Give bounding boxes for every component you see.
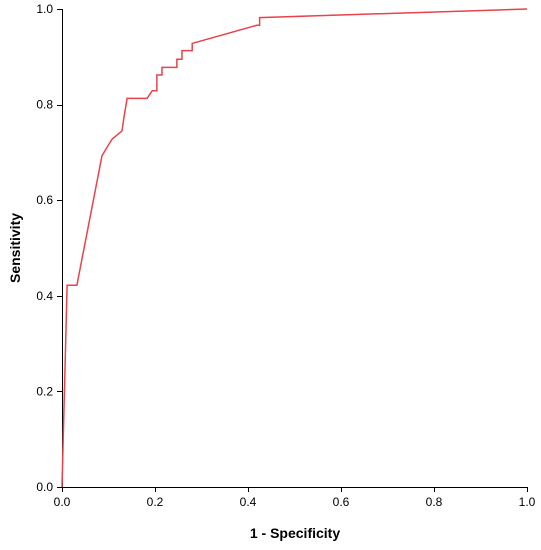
- axes: [62, 9, 527, 488]
- roc-point: [76, 284, 78, 286]
- x-tick-label: 0.6: [333, 495, 350, 509]
- y-axis-title: Sensitivity: [7, 213, 23, 283]
- roc-point: [156, 74, 158, 76]
- y-tick-label: 0.6: [36, 193, 53, 207]
- x-tick-label: 1.0: [519, 495, 536, 509]
- roc-point: [161, 66, 163, 68]
- roc-point: [191, 42, 193, 44]
- roc-point: [123, 114, 125, 116]
- roc-point: [191, 49, 193, 51]
- y-tick-label: 0.2: [36, 384, 53, 398]
- roc-point: [258, 24, 260, 26]
- roc-point: [156, 90, 158, 92]
- y-tick-label: 0.4: [36, 289, 53, 303]
- x-tick-label: 0.8: [426, 495, 443, 509]
- roc-point: [121, 130, 123, 132]
- x-tick-label: 0.2: [147, 495, 164, 509]
- roc-point: [61, 486, 63, 488]
- x-tick-label: 0.0: [54, 495, 71, 509]
- y-ticks: 0.0 0.2 0.4 0.6 0.8 1.0: [36, 2, 62, 494]
- y-tick-label: 0.0: [36, 480, 53, 494]
- x-ticks: 0.0 0.2 0.4 0.6 0.8 1.0: [54, 487, 536, 509]
- y-tick-label: 1.0: [36, 2, 53, 16]
- roc-point: [161, 74, 163, 76]
- roc-curve-line: [61, 8, 528, 488]
- roc-point: [106, 146, 108, 148]
- roc-point: [66, 284, 68, 286]
- roc-point: [146, 97, 148, 99]
- roc-point: [151, 90, 153, 92]
- roc-point: [181, 49, 183, 51]
- x-tick-label: 0.4: [240, 495, 257, 509]
- roc-point: [176, 66, 178, 68]
- roc-point: [181, 58, 183, 60]
- roc-point: [101, 155, 103, 157]
- roc-point: [126, 97, 128, 99]
- roc-point: [258, 16, 260, 18]
- roc-point: [526, 8, 528, 10]
- roc-point: [176, 58, 178, 60]
- roc-point: [256, 24, 258, 26]
- x-axis-title: 1 - Specificity: [250, 525, 340, 541]
- y-tick-label: 0.8: [36, 98, 53, 112]
- roc-point: [111, 138, 113, 140]
- data-points: [61, 8, 528, 488]
